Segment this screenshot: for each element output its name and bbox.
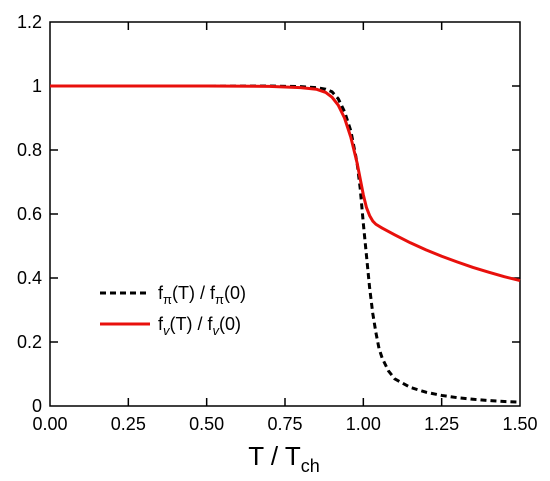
plot-frame <box>49 21 521 407</box>
y-axis-ticks: 0 0.2 0.4 0.6 0.8 1 1.2 <box>17 12 520 416</box>
legend-label-pion: fπ(T) / fπ(0) <box>158 283 246 307</box>
y-tick-label: 1.2 <box>17 12 42 32</box>
x-tick-label: 0.50 <box>189 414 224 434</box>
y-tick-label: 0.6 <box>17 204 42 224</box>
x-tick-label: 0.25 <box>111 414 146 434</box>
series-line-pion <box>50 84 521 404</box>
x-tick-label: 1.00 <box>346 414 381 434</box>
y-tick-label: 1 <box>32 76 42 96</box>
y-tick-label: 0.2 <box>17 332 42 352</box>
series-line-vector <box>50 84 521 283</box>
y-tick-label: 0 <box>32 396 42 416</box>
legend-label-vector: fv(T) / fv(0) <box>158 314 241 338</box>
x-tick-label: 0.00 <box>32 414 67 434</box>
series-layer <box>50 84 521 404</box>
x-axis-ticks: 0.00 0.25 0.50 0.75 1.00 1.25 1.50 <box>32 22 538 434</box>
legend: fπ(T) / fπ(0) fv(T) / fv(0) <box>100 283 246 338</box>
y-tick-label: 0.4 <box>17 268 42 288</box>
x-tick-label: 0.75 <box>267 414 302 434</box>
x-axis-title: T / Tch <box>248 441 320 476</box>
x-tick-label: 1.50 <box>502 414 537 434</box>
x-tick-label: 1.25 <box>424 414 459 434</box>
y-tick-label: 0.8 <box>17 140 42 160</box>
